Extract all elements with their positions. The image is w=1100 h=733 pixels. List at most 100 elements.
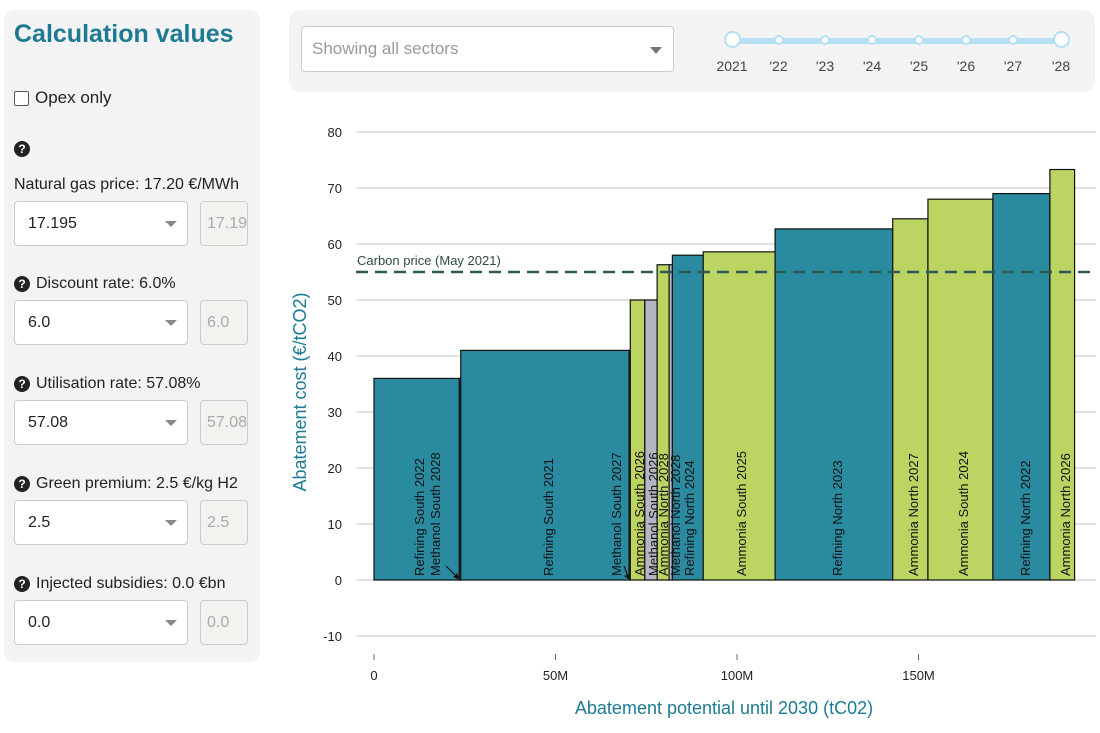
param-label-text: Injected subsidies: 0.0 €bn [36,575,226,592]
help-icon[interactable]: ? [14,575,30,592]
chevron-down-icon [165,520,177,526]
param-select[interactable]: 6.0 [14,300,188,345]
param-number-input[interactable]: 57.08 [200,400,248,445]
y-tick-label: 80 [328,125,342,140]
year-label: '28 [1051,58,1071,74]
param-label-text: Natural gas price: 17.20 €/MWh [14,176,239,193]
year-label: '27 [1003,58,1023,74]
bar-ammonia [702,251,776,581]
slider-tick[interactable] [914,35,924,45]
param-select[interactable]: 2.5 [14,500,188,545]
y-tick-label: 60 [328,237,342,252]
param-label-text: Utilisation rate: 57.08% [36,375,201,392]
chevron-down-icon [165,420,177,426]
param-label-text: Discount rate: 6.0% [36,275,176,292]
natural-gas-help-icon[interactable]: ? [14,140,36,158]
bar-label: Refining North 2024 [682,460,697,576]
x-tick-label: 0 [370,668,377,683]
param-number-input[interactable]: 0.0 [200,600,248,645]
help-icon[interactable]: ? [14,375,30,392]
param-number-value: 17.195 [207,215,248,232]
param-select[interactable]: 57.08 [14,400,188,445]
param-select-value: 2.5 [28,514,51,531]
bar-refining [671,254,704,581]
param-number-input[interactable]: 6.0 [200,300,248,345]
param-label: ? Discount rate: 6.0% [14,275,176,293]
y-tick-label: 10 [328,517,342,532]
year-label: '25 [909,58,929,74]
y-tick-label: -10 [323,629,342,644]
x-axis-title: Abatement potential until 2030 (tC02) [575,698,873,718]
bar-label: Methanol North 2028 [668,455,683,576]
bar-refining [460,349,630,581]
year-label: '24 [862,58,882,74]
slider-tick[interactable] [1008,35,1018,45]
slider-handle[interactable] [1052,31,1070,48]
pointer-arrowhead [453,573,460,580]
bar-ammonia [892,218,929,581]
bar-label: Refining North 2022 [1018,460,1033,576]
bar-label: Methanol South 2028 [428,452,443,576]
bar-label: Refining North 2023 [830,460,845,576]
param-select[interactable]: 17.195 [14,201,188,246]
param-number-value: 6.0 [207,314,230,331]
param-label: Natural gas price: 17.20 €/MWh [14,176,239,194]
filter-bar: Showing all sectors [289,10,1095,92]
sector-select[interactable]: Showing all sectors [301,26,674,72]
calculation-sidebar: Calculation values Opex only ? Natural ga… [4,10,260,662]
help-icon[interactable]: ? [14,140,30,157]
y-tick-label: 30 [328,405,342,420]
chevron-down-icon [650,47,662,54]
y-tick-label: 70 [328,181,342,196]
year-label: '23 [815,58,835,74]
slider-handle[interactable] [723,31,741,48]
bar-label: Refining South 2022 [412,458,427,576]
bar-ammonia [1049,168,1076,581]
x-tick-label: 100M [721,668,754,683]
chevron-down-icon [165,221,177,227]
param-label: ? Injected subsidies: 0.0 €bn [14,575,225,593]
bar-label: Methanol South 2026 [646,452,661,576]
slider-track[interactable] [733,38,1061,44]
slider-tick[interactable] [961,35,971,45]
bar-label: Ammonia North 2028 [656,453,671,576]
param-number-input[interactable]: 2.5 [200,500,248,545]
x-tick-label: 50M [543,668,568,683]
bar-label: Ammonia South 2024 [956,451,971,576]
bar-label: Ammonia South 2026 [632,451,647,576]
year-label: '26 [956,58,976,74]
bar-label: Ammonia South 2025 [734,451,749,576]
y-tick-label: 50 [328,293,342,308]
chevron-down-icon [165,620,177,626]
param-label-text: Green premium: 2.5 €/kg H2 [36,475,238,492]
x-tick-label: 150M [902,668,935,683]
help-icon[interactable]: ? [14,475,30,492]
year-label: '22 [769,58,788,74]
opex-only-toggle[interactable]: Opex only [14,88,112,108]
opex-only-label: Opex only [35,88,112,107]
param-number-input[interactable]: 17.195 [200,201,248,246]
carbon-price-label: Carbon price (May 2021) [357,253,501,268]
param-number-value: 2.5 [207,514,230,531]
bar-label: Ammonia North 2026 [1058,453,1073,576]
param-select-value: 0.0 [28,614,51,631]
param-select-value: 17.195 [28,215,77,232]
chevron-down-icon [165,320,177,326]
help-icon[interactable]: ? [14,275,30,292]
y-tick-label: 20 [328,461,342,476]
bar-refining [992,193,1051,581]
slider-tick[interactable] [867,35,877,45]
slider-tick[interactable] [773,35,784,45]
year-label: 2021 [716,58,748,74]
bar-label: Refining South 2021 [541,458,556,576]
opex-only-checkbox[interactable] [14,90,29,106]
param-select-value: 57.08 [28,414,69,431]
y-tick-label: 0 [335,573,342,588]
param-select[interactable]: 0.0 [14,600,188,645]
slider-tick[interactable] [820,35,830,45]
bar-label: Ammonia North 2027 [906,453,921,576]
bar-refining [774,228,894,581]
y-tick-label: 40 [328,349,342,364]
param-number-value: 57.08 [207,414,248,431]
